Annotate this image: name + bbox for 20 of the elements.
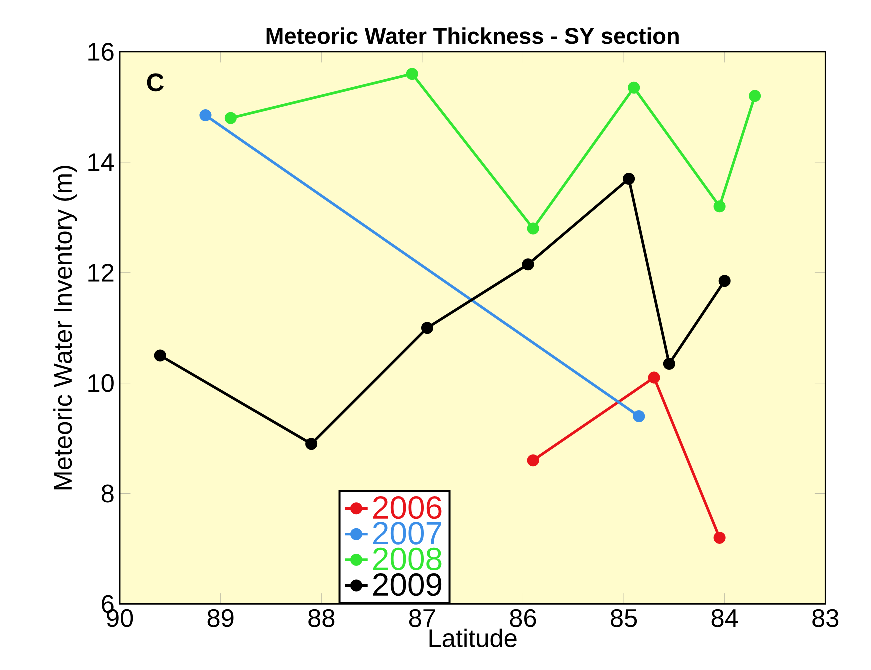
legend-label: 2008	[373, 548, 442, 571]
x-tick-label: 84	[712, 610, 738, 628]
x-tick-label: 85	[611, 610, 638, 628]
x-axis-title: Latitude	[430, 629, 517, 648]
y-tick-label: 10	[88, 374, 114, 393]
x-tick-label: 87	[409, 610, 436, 628]
legend-label: 2007	[373, 522, 442, 546]
chart-title: Meteoric Water Thickness - SY section	[266, 28, 679, 44]
legend-label: 2006	[373, 496, 442, 520]
x-tick-label: 83	[812, 610, 839, 628]
x-tick-label: 86	[510, 610, 536, 628]
y-tick-label: 14	[88, 154, 114, 172]
legend-label: 2009	[373, 574, 442, 596]
y-tick-label: 8	[102, 485, 114, 503]
y-axis-title: Meteoric Water Inventory (m)	[54, 166, 78, 490]
x-tick-label: 88	[308, 610, 335, 628]
y-tick-label: 12	[88, 264, 114, 282]
y-tick-label: 16	[88, 43, 114, 62]
x-tick-label: 89	[208, 610, 234, 628]
annotation: C	[147, 74, 164, 92]
